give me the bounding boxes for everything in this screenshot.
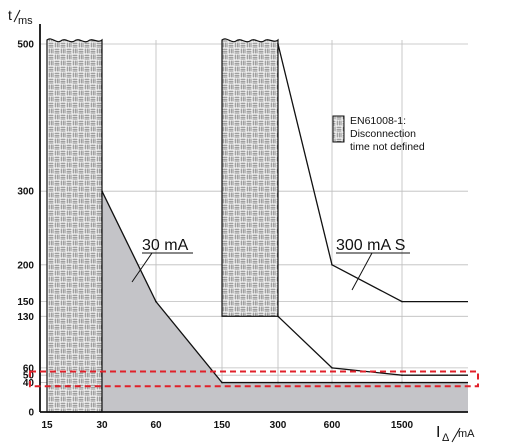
hatched-region-2 xyxy=(221,38,279,317)
y-axis-label-unit: ms xyxy=(18,15,33,27)
x-tick-label-150: 150 xyxy=(214,420,231,431)
series-30ma-line-point-5 xyxy=(401,381,403,384)
axis-titles: t ms I Δ mA xyxy=(8,7,475,444)
shaded-area xyxy=(102,191,468,412)
legend-line-3: time not defined xyxy=(350,141,425,153)
y-tick-label-300: 300 xyxy=(17,187,34,198)
shaded-region-30ma xyxy=(102,191,468,412)
x-tick-label-15: 15 xyxy=(41,420,53,431)
y-axis-label: t xyxy=(8,7,12,23)
x-axis-label: I xyxy=(436,424,440,441)
series-300ma-lower-line-point-1 xyxy=(331,367,333,369)
series-30ma-line-point-4 xyxy=(331,381,333,384)
annotations: 30 mA 300 mA S xyxy=(131,237,410,291)
hatched-regions xyxy=(46,38,279,413)
y-tick-label-150: 150 xyxy=(17,297,34,308)
series-lines xyxy=(101,43,468,384)
series-300ma-s-line-point-0 xyxy=(277,43,279,45)
series-300ma-lower-line-point-2 xyxy=(401,374,403,377)
y-tick-label-500: 500 xyxy=(17,40,34,51)
y-tick-label-0: 0 xyxy=(28,408,34,419)
annotation-30ma: 30 mA xyxy=(142,237,189,254)
highlight-band xyxy=(29,370,479,388)
x-axis-label-unit: mA xyxy=(458,428,475,440)
series-30ma-line-point-1 xyxy=(155,300,157,303)
red-dashed-highlight-band xyxy=(29,370,479,388)
y-tick-label-50: 50 xyxy=(23,371,35,382)
y-tick-label-60: 60 xyxy=(23,363,35,374)
x-axis-label-slash xyxy=(451,427,461,443)
series-300ma-lower-line-point-0 xyxy=(277,315,279,318)
x-tick-label-60: 60 xyxy=(150,420,162,431)
y-tick-label-200: 200 xyxy=(17,260,34,271)
series-30ma-line-point-2 xyxy=(221,381,223,384)
legend: EN61008-1: Disconnection time not define… xyxy=(332,115,425,153)
annotation-300ma-s-leader xyxy=(351,252,373,291)
x-tick-label-300: 300 xyxy=(270,420,287,431)
annotation-300ma-s: 300 mA S xyxy=(336,237,405,254)
series-30ma-line-point-3 xyxy=(277,381,279,384)
series-300ma-lower-line xyxy=(277,315,468,376)
x-tick-label-600: 600 xyxy=(324,420,341,431)
y-tick-label-130: 130 xyxy=(17,312,34,323)
series-300ma-s-line-point-1 xyxy=(331,264,333,266)
x-tick-label-1500: 1500 xyxy=(391,420,414,431)
x-axis-label-delta: Δ xyxy=(442,432,450,444)
y-tick-label-40: 40 xyxy=(23,378,35,389)
hatched-region-1 xyxy=(46,38,103,413)
legend-line-1: EN61008-1: xyxy=(350,115,406,127)
x-tick-label-30: 30 xyxy=(96,420,108,431)
legend-swatch xyxy=(332,115,345,143)
series-300ma-s-line xyxy=(277,43,468,303)
series-300ma-s-line-point-2 xyxy=(401,300,403,303)
axes xyxy=(39,24,468,413)
legend-line-2: Disconnection xyxy=(350,128,416,140)
y-axis-label-slash xyxy=(13,9,21,23)
series-30ma-line-point-0 xyxy=(101,190,103,192)
annotation-30ma-leader xyxy=(131,252,153,283)
